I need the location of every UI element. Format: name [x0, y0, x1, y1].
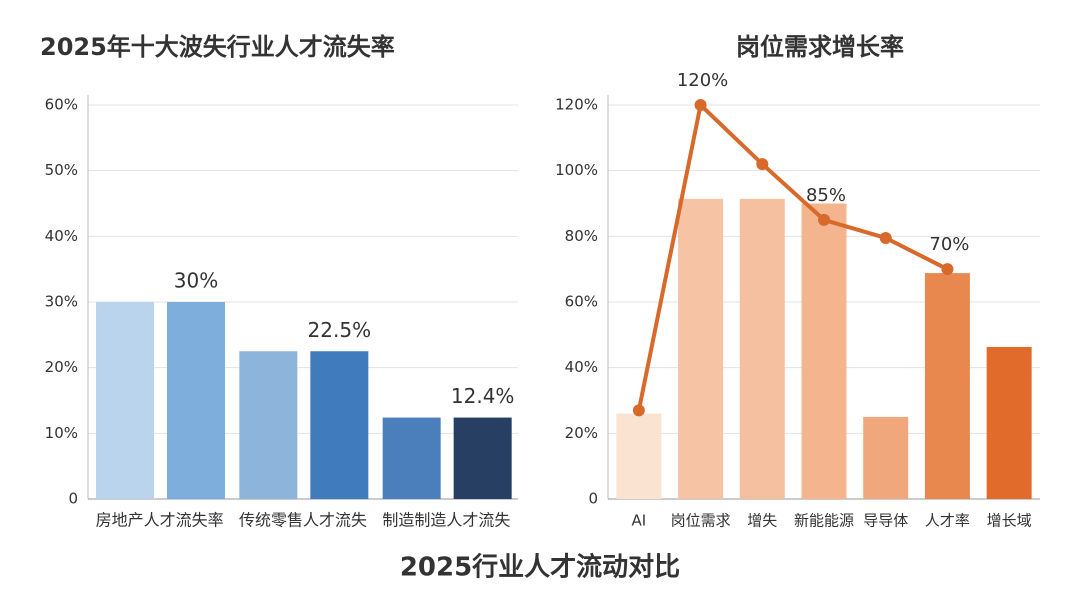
line-point	[632, 404, 645, 417]
data-label: 120%	[677, 70, 728, 91]
bar	[678, 198, 724, 500]
data-label: 30%	[174, 269, 218, 293]
x-tick-label: 人才率	[925, 512, 970, 530]
y-tick-label: 60%	[45, 96, 78, 114]
line-point	[694, 99, 707, 111]
y-tick-label: 100%	[555, 161, 598, 179]
y-tick-label: 60%	[565, 293, 598, 311]
x-tick-label: 传统零售人才流失	[239, 511, 367, 530]
bar	[382, 417, 441, 499]
line-point	[879, 231, 892, 244]
y-tick-label: 20%	[565, 424, 598, 442]
y-tick-label: 0	[68, 490, 78, 508]
y-tick-label: 50%	[45, 161, 78, 179]
bar	[986, 346, 1032, 499]
bar	[924, 273, 970, 499]
x-tick-label: 岗位需求	[671, 512, 731, 530]
bar	[167, 302, 225, 499]
y-tick-label: 30%	[45, 293, 78, 311]
chart-title: 2025年十大波失行业人才流失率	[40, 33, 395, 61]
bar	[310, 351, 369, 499]
data-label: 85%	[806, 185, 846, 206]
bar	[739, 198, 785, 500]
line-point	[756, 158, 769, 171]
chart-title: 岗位需求增长率	[736, 33, 904, 61]
x-tick-label: 制造制造人才流失	[382, 511, 510, 530]
y-tick-label: 20%	[45, 358, 78, 376]
x-tick-label: 增长域	[987, 512, 1032, 530]
y-tick-label: 80%	[565, 227, 598, 245]
y-tick-label: 0	[588, 490, 598, 508]
bar	[616, 413, 662, 499]
x-tick-label: 房地产人才流失率	[96, 511, 224, 530]
bar	[453, 417, 512, 499]
data-label: 22.5%	[308, 318, 372, 342]
data-label: 12.4%	[451, 384, 515, 408]
x-tick-label: AI	[632, 512, 647, 530]
bar	[801, 203, 847, 499]
y-tick-label: 10%	[45, 424, 78, 442]
y-tick-label: 120%	[555, 96, 598, 114]
line	[636, 103, 949, 411]
y-tick-label: 40%	[45, 227, 78, 245]
bar	[96, 302, 154, 499]
x-tick-label: 导导体	[863, 512, 908, 530]
main-title: 2025行业人才流动对比	[400, 552, 680, 583]
bar	[239, 351, 298, 499]
line-point	[941, 263, 954, 276]
x-tick-label: 增失	[747, 512, 777, 530]
line-point	[818, 213, 830, 226]
bar	[863, 416, 909, 499]
y-tick-label: 40%	[565, 358, 598, 376]
data-label: 70%	[929, 234, 969, 255]
x-tick-label: 新能能源	[794, 512, 854, 530]
